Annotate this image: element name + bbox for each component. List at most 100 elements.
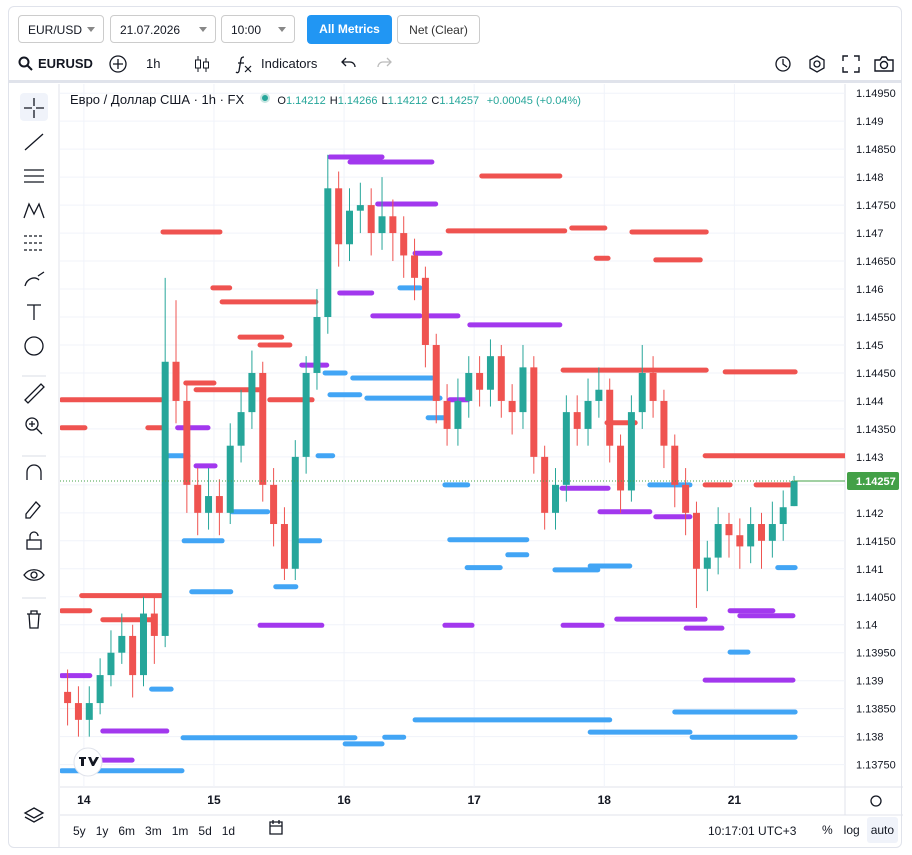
fib-tool[interactable] bbox=[24, 235, 44, 251]
interval[interactable]: 1h bbox=[146, 56, 161, 71]
candle-body bbox=[139, 613, 147, 676]
magnet-tool[interactable] bbox=[26, 464, 42, 480]
candle-body bbox=[465, 372, 473, 401]
candle-body bbox=[692, 512, 700, 569]
candle-body bbox=[562, 412, 570, 485]
date: 21.07.2026 bbox=[120, 23, 181, 37]
lock-tool[interactable] bbox=[26, 539, 42, 550]
axis-settings[interactable] bbox=[870, 795, 882, 807]
zoom-tool[interactable] bbox=[25, 417, 39, 431]
redo-icon[interactable] bbox=[376, 56, 392, 70]
indicators-button[interactable]: Indicators bbox=[261, 56, 318, 71]
candle-body bbox=[747, 524, 755, 547]
sidebar-tools bbox=[22, 98, 882, 835]
candle-body bbox=[172, 361, 180, 401]
settings-icon[interactable] bbox=[807, 54, 827, 74]
time-select[interactable]: 10:00 bbox=[221, 15, 295, 43]
snapshot-icon[interactable] bbox=[873, 55, 895, 73]
candle-body bbox=[367, 205, 375, 234]
axis-option[interactable]: auto bbox=[866, 817, 899, 843]
range-button[interactable]: 6m bbox=[118, 824, 136, 838]
candle-body bbox=[573, 412, 581, 429]
candle-body bbox=[270, 484, 278, 525]
range-button[interactable]: 1m bbox=[171, 824, 189, 838]
candle-body bbox=[432, 344, 440, 401]
candle-body bbox=[584, 400, 592, 429]
lock-draw-tool[interactable] bbox=[25, 501, 41, 519]
candles bbox=[64, 154, 798, 737]
pattern-tool[interactable] bbox=[23, 202, 45, 219]
trash-tool[interactable] bbox=[27, 610, 41, 629]
candle-body bbox=[96, 675, 104, 704]
range-button[interactable]: 1d bbox=[221, 824, 236, 838]
fx-icon[interactable] bbox=[234, 54, 254, 74]
axis-option[interactable]: % bbox=[822, 823, 833, 837]
y-tick-label: 1.149 bbox=[856, 116, 884, 128]
last-price-label: 1.14257 bbox=[856, 476, 896, 488]
candle-body bbox=[454, 400, 462, 429]
separator bbox=[9, 80, 901, 83]
logo-bg bbox=[73, 747, 103, 777]
ruler-tool[interactable] bbox=[24, 383, 45, 404]
goto-date[interactable] bbox=[269, 820, 283, 835]
candle-body bbox=[508, 400, 516, 413]
chart-type-icon[interactable] bbox=[193, 54, 211, 74]
y-tick-label: 1.143 bbox=[856, 452, 884, 464]
add-symbol-icon[interactable] bbox=[108, 54, 128, 74]
net-clear-button[interactable]: Net (Clear) bbox=[397, 15, 480, 44]
text-tool[interactable] bbox=[27, 304, 41, 320]
candle-body bbox=[649, 372, 657, 401]
candle-body bbox=[671, 445, 679, 485]
crosshair-tool[interactable] bbox=[24, 98, 44, 118]
axis-option[interactable]: log bbox=[843, 823, 860, 837]
candle-body bbox=[129, 635, 137, 676]
y-tick-label: 1.14050 bbox=[856, 592, 896, 604]
layers-tool[interactable] bbox=[23, 807, 45, 823]
candle-body bbox=[345, 210, 353, 245]
x-tick-label: 17 bbox=[468, 793, 482, 807]
range-button[interactable]: 5d bbox=[198, 824, 212, 838]
symbol-select[interactable]: EUR/USD bbox=[18, 15, 104, 43]
candle-body bbox=[215, 496, 223, 513]
candle-body bbox=[421, 277, 429, 345]
chevron bbox=[278, 27, 286, 32]
candle-body bbox=[497, 356, 505, 401]
time: 10:00 bbox=[231, 23, 262, 37]
range-button[interactable]: 3m bbox=[145, 824, 162, 838]
y-tick-label: 1.146 bbox=[856, 284, 884, 296]
candle-body bbox=[443, 400, 451, 429]
candle-body bbox=[714, 524, 722, 558]
candle-body bbox=[259, 372, 267, 485]
range-button[interactable]: 5y bbox=[73, 824, 86, 838]
replay-icon[interactable] bbox=[774, 54, 794, 74]
emoji-tool[interactable] bbox=[24, 336, 44, 356]
candle-body bbox=[627, 412, 635, 491]
x-tick-label: 21 bbox=[728, 793, 742, 807]
candle-body bbox=[400, 233, 408, 256]
brush-tool[interactable] bbox=[24, 271, 45, 287]
undo-icon[interactable] bbox=[341, 56, 357, 70]
crosshair-tool-bg bbox=[20, 93, 48, 121]
fullscreen-icon[interactable] bbox=[842, 55, 860, 73]
range-bar: 5y 1y 6m 3m 1m 5d 1d bbox=[73, 824, 245, 838]
levels bbox=[60, 154, 845, 774]
candle-body bbox=[356, 205, 364, 211]
ticker[interactable]: EURUSD bbox=[38, 56, 93, 71]
candle-body bbox=[725, 524, 733, 536]
all-metrics-button[interactable]: All Metrics bbox=[307, 15, 392, 44]
candle-body bbox=[378, 216, 386, 234]
trendline-tool[interactable] bbox=[24, 133, 44, 151]
visibility-tool[interactable] bbox=[23, 569, 45, 581]
search-icon bbox=[18, 56, 33, 71]
date-select[interactable]: 21.07.2026 bbox=[110, 15, 216, 43]
lines-tool[interactable] bbox=[24, 169, 44, 183]
candle-body bbox=[530, 367, 538, 457]
ohlc-key: L bbox=[381, 95, 388, 107]
candle-body bbox=[638, 372, 646, 413]
range-button[interactable]: 1y bbox=[95, 824, 109, 838]
y-tick-label: 1.13850 bbox=[856, 704, 896, 716]
sidebar-divider bbox=[22, 375, 46, 599]
y-tick-label: 1.147 bbox=[856, 228, 884, 240]
ohlc-key: H bbox=[329, 95, 338, 107]
